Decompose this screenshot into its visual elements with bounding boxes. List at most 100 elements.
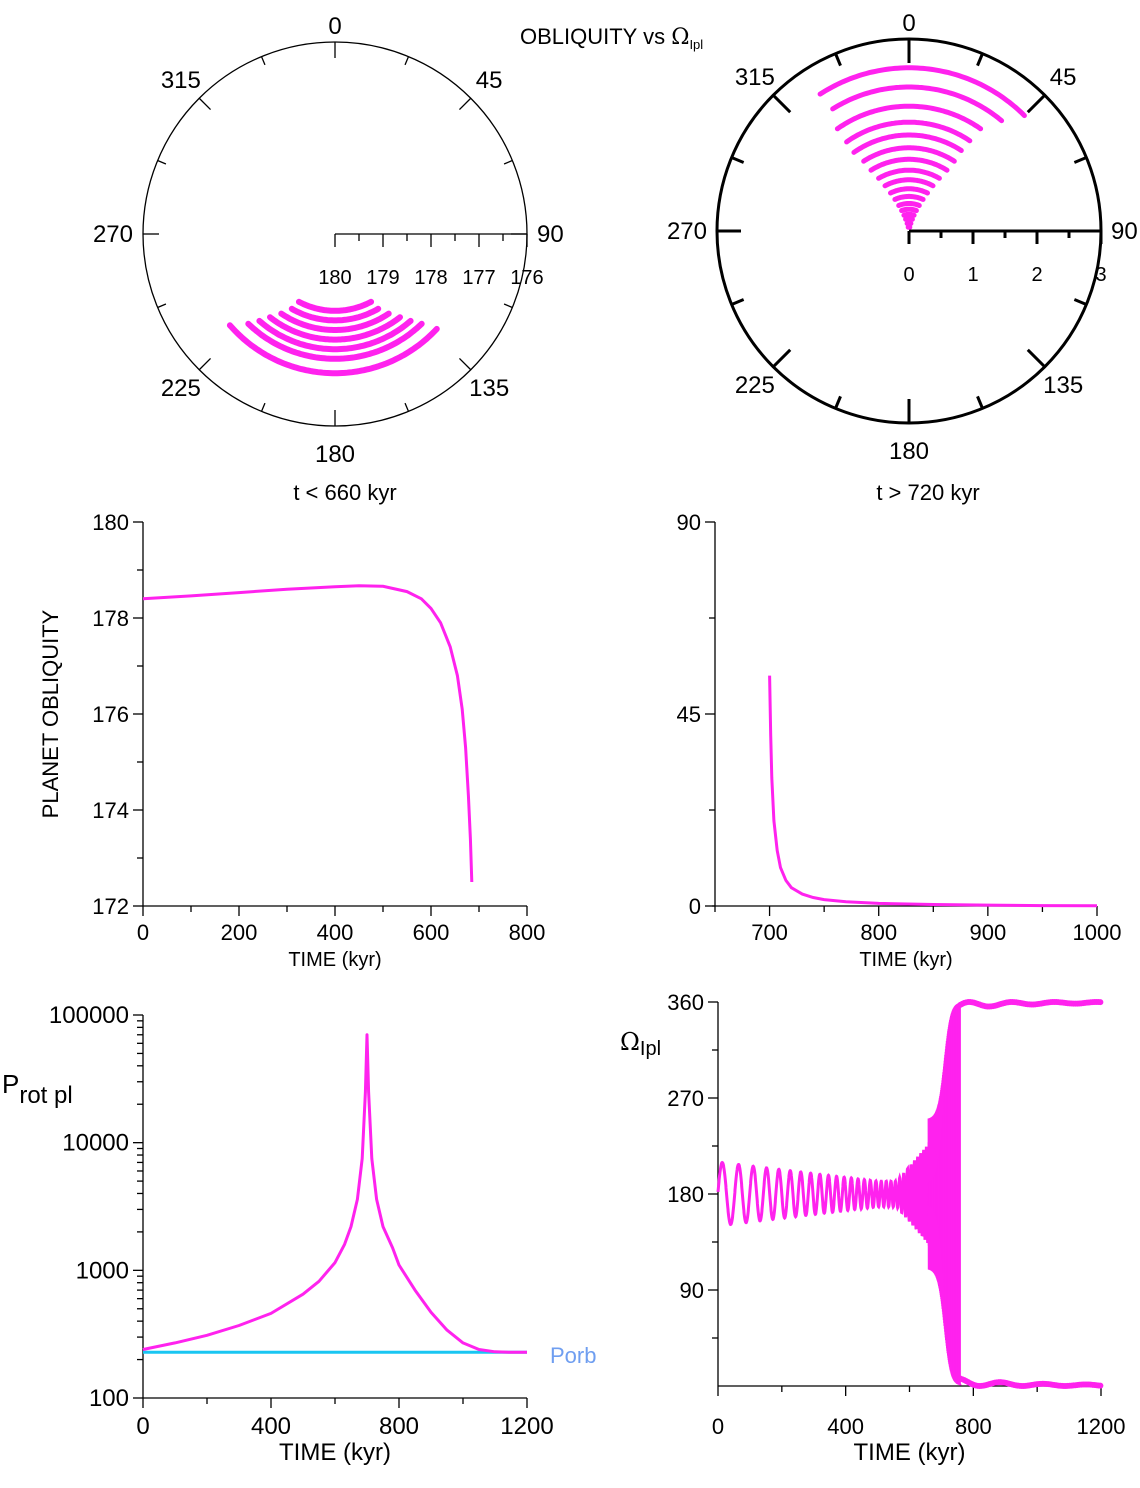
y-tick-label: 270 [667, 1086, 704, 1111]
angular-tick [772, 94, 792, 114]
y-axis-label-sub: Ipl [640, 1038, 661, 1060]
orbit-arc [899, 206, 919, 214]
angle-label: 135 [469, 375, 509, 402]
label-left: t < 660 kyr [293, 480, 396, 505]
x-tick-label: 600 [413, 920, 450, 945]
x-tick-label: 800 [509, 920, 546, 945]
y-axis-label-main: P [2, 1069, 19, 1099]
x-tick-label: 700 [751, 920, 788, 945]
y-tick-label: 174 [92, 798, 129, 823]
angular-tick [157, 303, 167, 309]
angle-label: 225 [161, 375, 201, 402]
angular-tick [260, 402, 266, 412]
polar-chart-left: 0 45 90 135 180 225 270 315 180 179 178 177 176 [93, 13, 564, 468]
x-axis-label: TIME (kyr) [854, 1439, 966, 1466]
angle-label: 45 [476, 67, 503, 94]
y-tick-label: 360 [667, 990, 704, 1015]
orbit-arc [256, 317, 414, 353]
angular-tick [834, 53, 842, 67]
rotation-period-chart: 0 400 800 1200 100 1000 10000 100000 TIME (kyr) P… [2, 1002, 596, 1466]
angular-tick [1026, 94, 1046, 114]
radial-tick-label: 3 [1095, 264, 1106, 286]
angular-tick [1073, 298, 1087, 306]
radial-tick-label: 180 [318, 267, 351, 289]
angle-label: 270 [667, 218, 707, 245]
y-tick-label: 180 [667, 1182, 704, 1207]
radial-tick-label: 176 [510, 267, 543, 289]
x-tick-label: 1200 [1077, 1414, 1126, 1439]
x-tick-label: 800 [860, 920, 897, 945]
angular-tick [458, 357, 472, 371]
y-axis-label-main: Ω [620, 1028, 640, 1056]
y-tick-label: 0 [689, 894, 701, 919]
angular-tick [198, 97, 212, 111]
orbit-arc [245, 320, 425, 362]
orbit-arc [903, 216, 915, 222]
x-tick-label: 900 [969, 920, 1006, 945]
orbit-arc [851, 132, 964, 155]
orbit-arc [817, 65, 1027, 119]
y-tick-label: 1000 [76, 1257, 129, 1284]
x-tick-label: 400 [317, 920, 354, 945]
obliquity-late-chart: 700 800 900 1000 0 45 90 TIME (kyr) [677, 510, 1122, 971]
angle-label: 0 [328, 13, 341, 40]
orbit-arc [876, 167, 942, 181]
y-tick-label: 178 [92, 606, 129, 631]
y-tick-label: 172 [92, 894, 129, 919]
y-tick-label: 100000 [49, 1002, 129, 1029]
node-oscillation-line [716, 1146, 930, 1244]
angular-tick [503, 159, 513, 165]
x-axis-label: TIME (kyr) [288, 949, 381, 971]
obliquity-late-line [768, 675, 1098, 908]
angle-label: 90 [537, 221, 564, 248]
y-axis-label-sub: rot pl [19, 1082, 72, 1109]
y-tick-label: 176 [92, 702, 129, 727]
x-axis-label: TIME (kyr) [279, 1439, 391, 1466]
orbit-arc [844, 119, 973, 145]
radial-tick-label: 2 [1031, 264, 1042, 286]
x-tick-label: 200 [221, 920, 258, 945]
porb-label: Porb [550, 1343, 596, 1368]
radial-tick-label: 1 [967, 264, 978, 286]
angular-tick [976, 53, 984, 67]
x-tick-label: 0 [137, 920, 149, 945]
angle-label: 225 [735, 372, 775, 399]
angular-tick [404, 56, 410, 66]
node-point-low [1097, 1382, 1104, 1389]
angular-tick [731, 298, 745, 306]
y-tick-label: 10000 [62, 1130, 129, 1157]
orbit-arc [278, 310, 392, 333]
x-tick-label: 800 [955, 1414, 992, 1439]
orbit-arc [901, 211, 917, 218]
orbit-arc [888, 186, 930, 196]
node-angle-chart: 0 400 800 1200 90 180 270 360 TIME (kyr) ΩIpl [620, 990, 1125, 1466]
orbit-arc [267, 314, 403, 343]
radial-tick-label: 178 [414, 267, 447, 289]
y-axis-label: ΩIpl [620, 1028, 661, 1060]
angle-label: 315 [161, 67, 201, 94]
angular-tick [260, 56, 266, 66]
orbit-arc [861, 145, 957, 164]
radial-tick-label: 0 [903, 264, 914, 286]
angular-tick [731, 156, 745, 164]
angular-tick [458, 97, 472, 111]
obliquity-early-line [142, 584, 474, 883]
x-tick-label: 1200 [500, 1413, 553, 1440]
angular-tick [157, 159, 167, 165]
orbit-arc [295, 298, 375, 314]
angular-tick [198, 357, 212, 371]
node-point-high [1097, 999, 1104, 1006]
orbit-arc [868, 156, 950, 173]
angle-label: 180 [889, 438, 929, 465]
orbit-arc [896, 201, 922, 208]
angle-label: 0 [902, 10, 915, 37]
angular-tick [1073, 156, 1087, 164]
x-tick-label: 800 [379, 1413, 419, 1440]
x-tick-label: 400 [251, 1413, 291, 1440]
polar-chart-right: 0 45 90 135 180 225 270 315 0 1 2 3 [667, 10, 1138, 465]
orbit-arc [882, 177, 936, 189]
figure-title: OBLIQUITY vs ΩIpl [520, 24, 703, 52]
x-tick-label: 1000 [1073, 920, 1122, 945]
angle-label: 45 [1050, 64, 1077, 91]
